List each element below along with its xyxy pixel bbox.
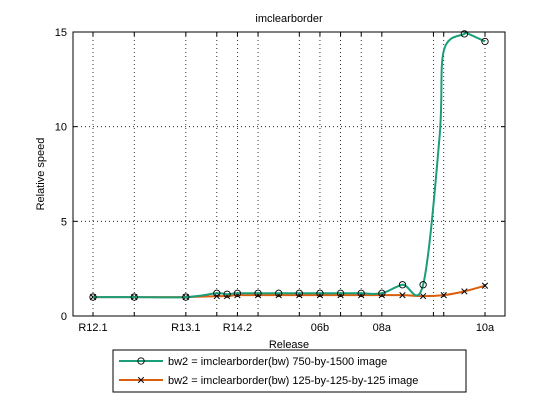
x-tick-label: 06b xyxy=(311,322,329,334)
x-tick-label: 08a xyxy=(373,322,392,334)
series-layer xyxy=(89,30,489,301)
axes-box xyxy=(72,31,506,317)
data-point xyxy=(399,292,406,299)
data-point xyxy=(223,290,231,298)
x-tick-label: 10a xyxy=(476,322,495,334)
y-tick-label: 0 xyxy=(61,311,67,323)
chart-title: imclearborder xyxy=(255,13,323,25)
x-axis-label: Release xyxy=(269,339,309,351)
data-point xyxy=(481,282,489,289)
legend-marker xyxy=(137,376,145,384)
data-point xyxy=(461,288,468,295)
legend-label: bw2 = imclearborder(bw) 750-by-1500 imag… xyxy=(168,356,387,368)
data-point xyxy=(213,289,221,297)
data-point xyxy=(440,292,447,299)
y-axis-label: Relative speed xyxy=(35,138,47,211)
legend-box xyxy=(112,349,467,393)
data-point xyxy=(336,289,345,297)
data-point xyxy=(378,289,386,297)
data-point xyxy=(316,289,324,297)
series-1 xyxy=(89,30,489,301)
y-tick-label: 10 xyxy=(55,122,67,134)
data-point xyxy=(419,281,427,289)
data-point xyxy=(254,289,262,297)
data-point xyxy=(89,293,97,301)
x-tick-label: R12.1 xyxy=(78,322,107,334)
y-tick-label: 15 xyxy=(55,27,67,39)
legend-entry: bw2 = imclearborder(bw) 125-by-125-by-12… xyxy=(119,375,418,387)
data-point xyxy=(130,293,138,301)
legend-label: bw2 = imclearborder(bw) 125-by-125-by-12… xyxy=(168,375,418,387)
y-tick-label: 5 xyxy=(61,216,67,228)
x-tick-label: R13.1 xyxy=(171,322,200,334)
grid xyxy=(73,32,505,316)
data-point xyxy=(481,37,489,46)
x-tick-label: R14.2 xyxy=(223,322,252,334)
series-line xyxy=(92,31,486,299)
ticks: R12.1 R13.1 R14.2 06b 08a 10a 0 5 10 15 xyxy=(55,27,505,334)
data-point xyxy=(182,293,190,301)
legend-entry: bw2 = imclearborder(bw) 750-by-1500 imag… xyxy=(119,356,387,368)
data-point xyxy=(233,289,242,297)
legend-marker xyxy=(137,357,145,365)
data-point xyxy=(275,289,283,297)
data-point xyxy=(357,289,365,297)
legend: bw2 = imclearborder(bw) 750-by-1500 imag… xyxy=(112,349,467,393)
data-point xyxy=(295,289,303,297)
data-point xyxy=(398,281,407,289)
data-point xyxy=(419,292,427,300)
data-point xyxy=(460,30,469,38)
